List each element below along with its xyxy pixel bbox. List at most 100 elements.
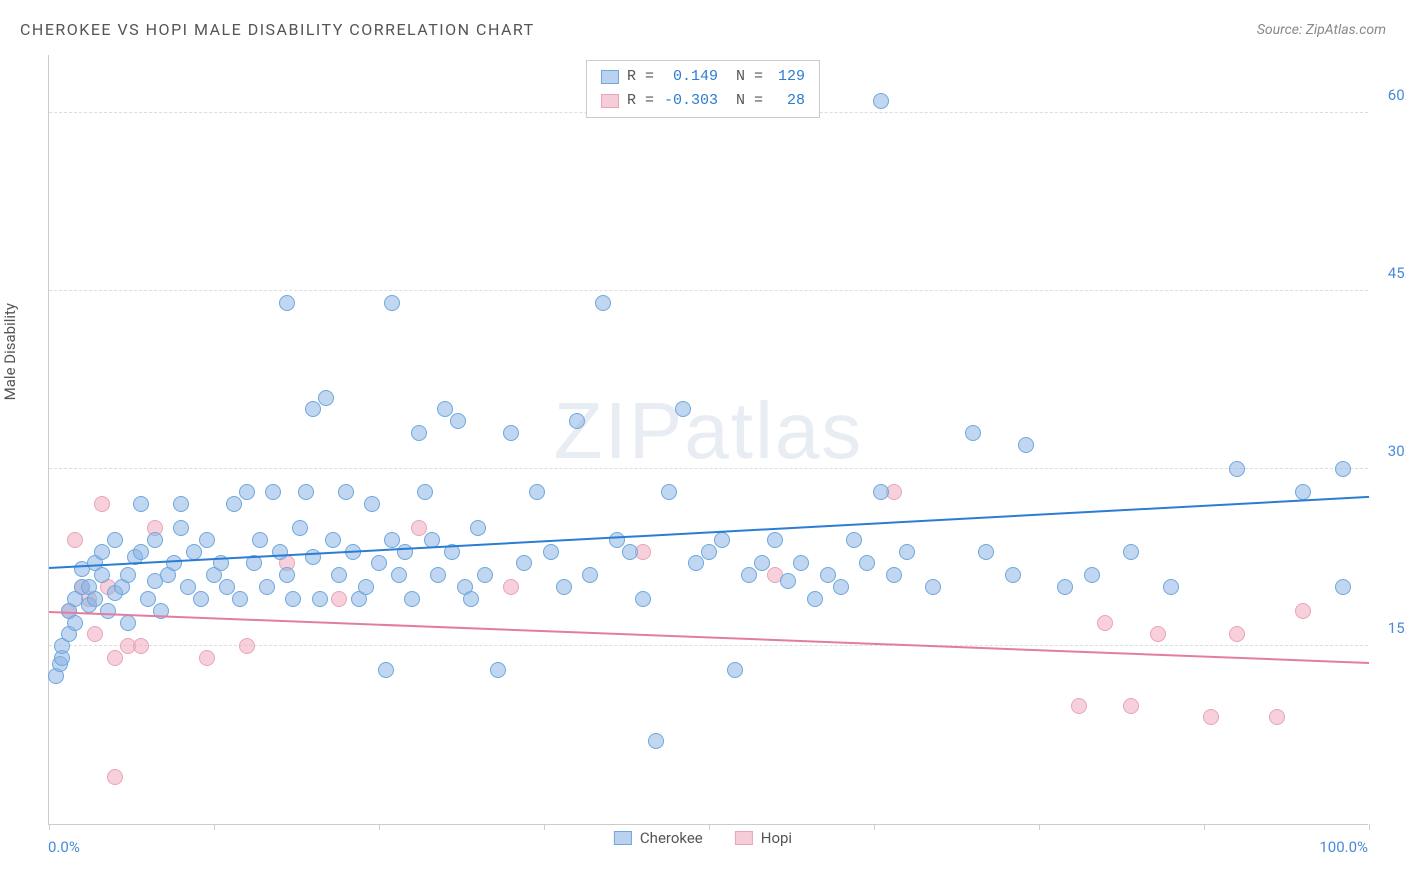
- cherokee-point: [1057, 579, 1073, 595]
- cherokee-point: [259, 579, 275, 595]
- legend-stat-row: R =-0.303N =28: [601, 89, 805, 113]
- cherokee-point: [391, 567, 407, 583]
- hopi-point: [411, 520, 427, 536]
- hopi-point: [107, 650, 123, 666]
- cherokee-point: [279, 295, 295, 311]
- cherokee-point: [404, 591, 420, 607]
- cherokee-point: [780, 573, 796, 589]
- cherokee-point: [754, 555, 770, 571]
- cherokee-point: [543, 544, 559, 560]
- cherokee-point: [120, 615, 136, 631]
- y-tick-label: 30.0%: [1373, 442, 1406, 460]
- legend-swatch: [735, 831, 753, 845]
- cherokee-point: [1084, 567, 1100, 583]
- chart-source: Source: ZipAtlas.com: [1257, 22, 1386, 38]
- y-tick-label: 45.0%: [1373, 264, 1406, 282]
- y-axis-label: Male Disability: [1, 303, 19, 400]
- cherokee-point: [279, 567, 295, 583]
- cherokee-point: [635, 591, 651, 607]
- cherokee-point: [133, 544, 149, 560]
- cherokee-point: [833, 579, 849, 595]
- cherokee-point: [675, 401, 691, 417]
- cherokee-point: [1295, 484, 1311, 500]
- cherokee-point: [87, 591, 103, 607]
- cherokee-point: [490, 662, 506, 678]
- cherokee-point: [714, 532, 730, 548]
- legend-series: CherokeeHopi: [614, 829, 792, 847]
- hopi-point: [1123, 698, 1139, 714]
- cherokee-point: [305, 401, 321, 417]
- chart-header: CHEROKEE VS HOPI MALE DISABILITY CORRELA…: [20, 20, 1386, 39]
- cherokee-point: [292, 520, 308, 536]
- hopi-point: [1071, 698, 1087, 714]
- cherokee-point: [529, 484, 545, 500]
- cherokee-point: [793, 555, 809, 571]
- cherokee-point: [338, 484, 354, 500]
- cherokee-point: [180, 579, 196, 595]
- cherokee-point: [107, 532, 123, 548]
- legend-series-item: Hopi: [735, 829, 792, 847]
- cherokee-point: [807, 591, 823, 607]
- cherokee-point: [140, 591, 156, 607]
- cherokee-point: [688, 555, 704, 571]
- cherokee-point: [1005, 567, 1021, 583]
- n-label: N =: [736, 89, 763, 113]
- cherokee-point: [94, 544, 110, 560]
- cherokee-point: [120, 567, 136, 583]
- hopi-point: [503, 579, 519, 595]
- cherokee-point: [219, 579, 235, 595]
- cherokee-point: [820, 567, 836, 583]
- grid-line: [49, 468, 1368, 469]
- cherokee-point: [437, 401, 453, 417]
- cherokee-point: [609, 532, 625, 548]
- cherokee-point: [298, 484, 314, 500]
- cherokee-point: [1163, 579, 1179, 595]
- cherokee-point: [411, 425, 427, 441]
- cherokee-point: [648, 733, 664, 749]
- hopi-point: [1097, 615, 1113, 631]
- x-tick: [1204, 824, 1205, 830]
- cherokee-point: [133, 496, 149, 512]
- hopi-point: [87, 626, 103, 642]
- x-tick: [379, 824, 380, 830]
- cherokee-point: [873, 93, 889, 109]
- cherokee-point: [331, 567, 347, 583]
- cherokee-point: [226, 496, 242, 512]
- cherokee-point: [397, 544, 413, 560]
- hopi-point: [133, 638, 149, 654]
- hopi-point: [67, 532, 83, 548]
- cherokee-point: [173, 496, 189, 512]
- hopi-point: [94, 496, 110, 512]
- cherokee-point: [358, 579, 374, 595]
- cherokee-point: [622, 544, 638, 560]
- hopi-point: [1150, 626, 1166, 642]
- cherokee-point: [384, 295, 400, 311]
- y-tick-label: 60.0%: [1373, 86, 1406, 104]
- cherokee-point: [325, 532, 341, 548]
- hopi-point: [1203, 709, 1219, 725]
- cherokee-point: [978, 544, 994, 560]
- hopi-point: [199, 650, 215, 666]
- cherokee-point: [1335, 461, 1351, 477]
- hopi-point: [1269, 709, 1285, 725]
- hopi-point: [107, 769, 123, 785]
- legend-correlation: R =0.149N =129R =-0.303N =28: [586, 60, 820, 118]
- cherokee-point: [285, 591, 301, 607]
- cherokee-point: [569, 413, 585, 429]
- cherokee-point: [1123, 544, 1139, 560]
- cherokee-point: [417, 484, 433, 500]
- cherokee-point: [767, 532, 783, 548]
- plot-area: ZIPatlas 15.0%30.0%45.0%60.0%: [48, 55, 1368, 825]
- x-axis-min-label: 0.0%: [48, 838, 80, 856]
- cherokee-point: [384, 532, 400, 548]
- cherokee-point: [516, 555, 532, 571]
- cherokee-point: [166, 555, 182, 571]
- cherokee-point: [94, 567, 110, 583]
- r-value: -0.303: [662, 89, 718, 113]
- x-tick: [1369, 824, 1370, 830]
- hopi-point: [1229, 626, 1245, 642]
- r-label: R =: [627, 65, 654, 89]
- cherokee-point: [67, 615, 83, 631]
- cherokee-point: [193, 591, 209, 607]
- cherokee-point: [312, 591, 328, 607]
